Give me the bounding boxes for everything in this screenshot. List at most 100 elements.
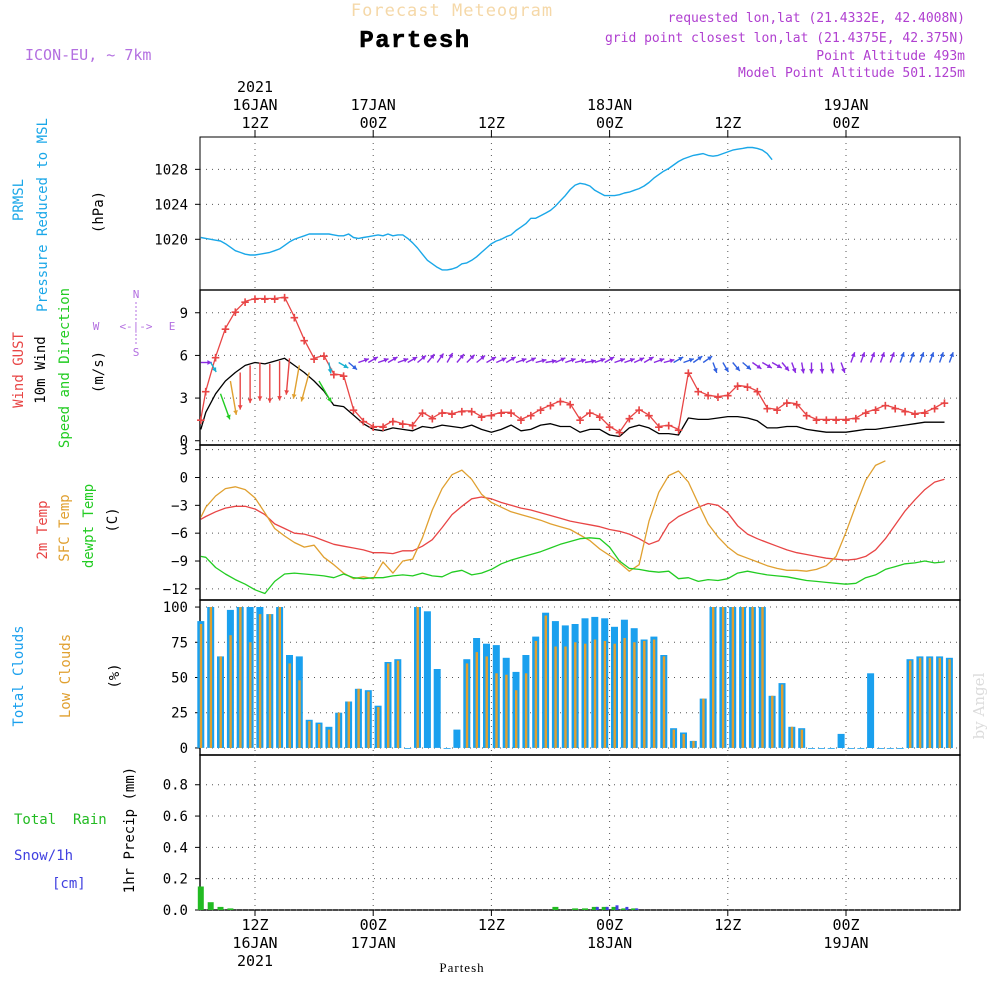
wind-unit: (m/s)	[91, 351, 107, 393]
wind-arrow-head	[551, 359, 557, 364]
gust-marker: +	[379, 420, 387, 436]
low-cloud-bar	[544, 615, 547, 748]
wind-arrow-head	[870, 352, 876, 358]
snow-unit-label: [cm]	[52, 876, 86, 892]
gust-marker: +	[251, 292, 259, 308]
wind-arrow-head	[459, 354, 464, 359]
low-cloud-bar	[790, 726, 794, 748]
total-cloud-bar	[837, 733, 845, 748]
location-title: Partesh	[359, 28, 470, 55]
low-cloud-bar	[288, 663, 291, 748]
y-tick-label: −3	[171, 498, 188, 514]
snow-bar	[615, 905, 619, 910]
total-cloud-bar	[867, 673, 875, 748]
top-hour-label: 00Z	[360, 114, 387, 132]
wind-arrow-head	[776, 363, 782, 368]
precip-unit: 1hr Precip (mm)	[122, 767, 138, 893]
wind-arrow-head	[412, 357, 418, 362]
wind-arrow-head	[619, 358, 625, 363]
low-cloud-bar	[771, 695, 774, 748]
gust-marker: +	[517, 412, 525, 428]
gust-marker: +	[773, 402, 781, 418]
gust-marker: +	[320, 348, 328, 364]
wind-arrow-head	[735, 366, 740, 371]
low-cloud-bar	[761, 607, 764, 748]
total-cloud-bar	[827, 748, 835, 749]
bottom-hour-label: 12Z	[241, 916, 268, 934]
y-tick-label: 0.2	[163, 872, 188, 888]
wind-arrow-head	[284, 390, 290, 395]
wind-dir-label: Speed and Direction	[57, 288, 73, 448]
low-clouds-label: Low Clouds	[58, 634, 74, 718]
wind-arrow-head	[809, 369, 814, 374]
y-tick-label: −9	[171, 554, 188, 570]
gust-marker: +	[211, 350, 219, 366]
gust-marker: +	[290, 310, 298, 326]
total-cloud-bar	[896, 748, 904, 749]
low-cloud-bar	[633, 642, 636, 748]
gust-marker: +	[763, 401, 771, 417]
gust-marker: +	[881, 398, 889, 414]
wind-arrow-head	[949, 352, 954, 358]
temp-unit: (C)	[105, 507, 121, 532]
rain-bar	[611, 906, 618, 910]
gust-marker: +	[339, 368, 347, 384]
pressure-panel: 1020 1024 1028	[154, 136, 961, 291]
low-cloud-bar	[909, 660, 912, 748]
gust-marker: +	[202, 384, 210, 400]
temp-dewpt-line	[200, 537, 945, 595]
gust-marker: +	[861, 405, 869, 421]
gust-marker: +	[684, 365, 692, 381]
wind-arrow-head	[669, 358, 675, 364]
wind-arrow-head	[800, 368, 806, 374]
bottom-hour-label: 00Z	[832, 916, 859, 934]
wind-arrow-head	[363, 358, 369, 363]
gust-marker: +	[793, 397, 801, 413]
gust-marker: +	[566, 397, 574, 413]
bottom-date-label: 17JAN	[351, 934, 396, 952]
wind-arrow-head	[860, 352, 866, 358]
low-cloud-bar	[643, 640, 646, 748]
gust-marker: +	[330, 367, 338, 383]
low-cloud-bar	[337, 712, 341, 748]
gust-marker: +	[586, 405, 594, 421]
wind-arrow-head	[541, 358, 547, 364]
gust-marker: +	[221, 321, 229, 337]
bottom-hour-label: 00Z	[360, 916, 387, 934]
wind-arrow-head	[600, 358, 606, 363]
wind-arrow-head	[850, 352, 856, 358]
low-cloud-bar	[781, 684, 784, 748]
y-tick-label: 1020	[154, 232, 188, 248]
precip-panel: 0.0 0.2 0.4 0.6 0.8	[163, 754, 961, 919]
low-cloud-bar	[672, 729, 675, 748]
wind-arrow-head	[352, 364, 357, 370]
y-tick-label: 6	[180, 348, 188, 364]
wind-arrow-head	[300, 396, 305, 402]
top-hour-label: 12Z	[241, 114, 268, 132]
low-cloud-bar	[219, 656, 222, 748]
wind-arrow	[300, 372, 310, 402]
gust-marker: +	[753, 384, 761, 400]
rain-bar	[227, 908, 234, 910]
gust-marker: +	[241, 294, 249, 310]
gust-marker: +	[704, 388, 712, 404]
wind-arrow-head	[830, 368, 835, 374]
gust-marker: +	[625, 411, 633, 427]
y-tick-label: 100	[163, 600, 188, 616]
gust-marker: +	[822, 412, 830, 428]
y-tick-label: 0.6	[163, 809, 188, 825]
wind-arrow-head	[756, 364, 762, 369]
low-cloud-bar	[485, 656, 488, 748]
gust-marker: +	[536, 402, 544, 418]
gust-marker: +	[674, 422, 682, 438]
gust-marker: +	[197, 412, 205, 428]
total-cloud-bar	[857, 748, 865, 749]
wind-arrow-head	[501, 357, 507, 362]
gust-marker: +	[945, 0, 953, 4]
low-cloud-bar	[623, 638, 626, 748]
wind-arrow-head	[713, 367, 718, 373]
low-cloud-bar	[662, 656, 666, 748]
wind-arrow-head	[343, 363, 349, 368]
wind-10m-label: 10m Wind	[33, 336, 49, 403]
